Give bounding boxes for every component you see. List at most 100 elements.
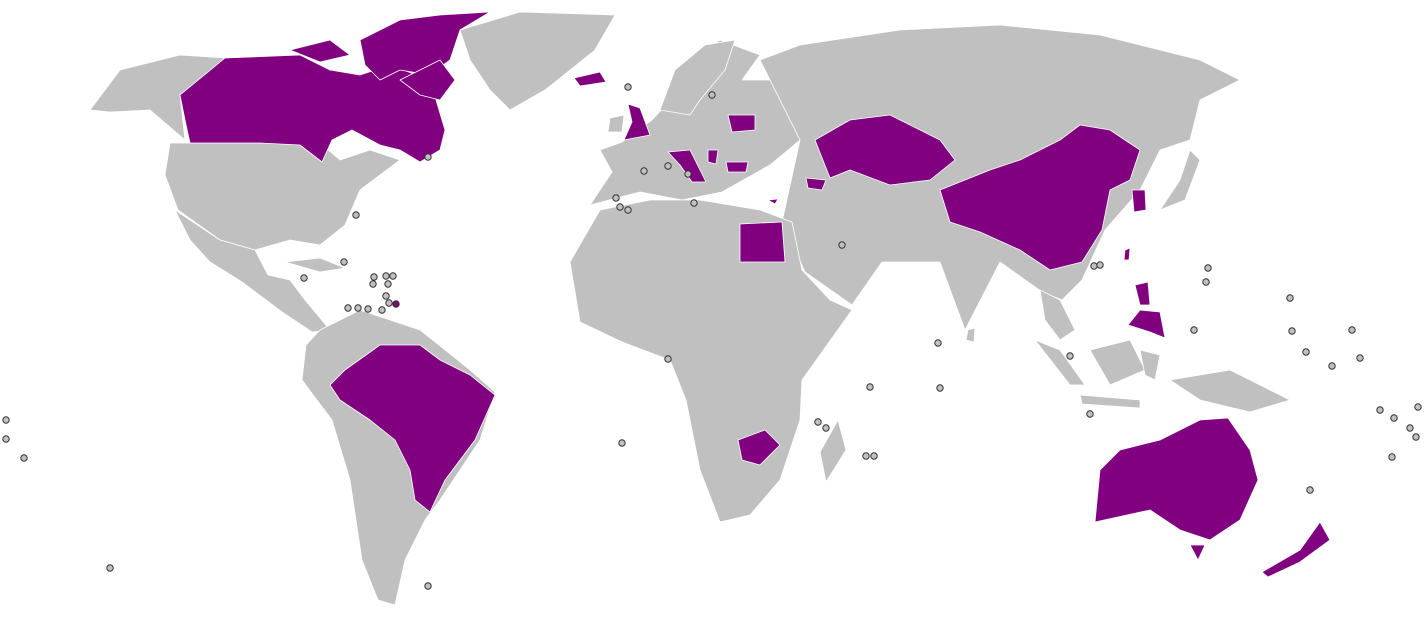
- papua-region: [1169, 369, 1291, 413]
- territory-marker: [814, 418, 822, 426]
- territory-marker: [640, 167, 648, 175]
- borneo-region: [1089, 339, 1146, 386]
- territory-marker: [1096, 261, 1104, 269]
- territory-marker: [822, 424, 830, 432]
- madagascar-region: [819, 419, 847, 483]
- taiwan-region: [1123, 247, 1131, 261]
- territory-marker: [369, 280, 377, 288]
- territory-marker: [1390, 414, 1398, 422]
- kazakhstan-region: [814, 114, 956, 186]
- iceland-region: [573, 71, 607, 87]
- southeast-asia-region: [1039, 289, 1076, 341]
- territory-marker: [1412, 433, 1420, 441]
- territory-marker: [364, 305, 372, 313]
- territory-marker: [1190, 326, 1198, 334]
- territory-marker: [1388, 453, 1396, 461]
- territory-marker: [300, 274, 308, 282]
- united-states-region: [164, 142, 401, 251]
- territory-marker: [862, 452, 870, 460]
- africa-region: [569, 199, 853, 523]
- serbia-region: [707, 149, 719, 165]
- territory-marker: [382, 272, 390, 280]
- bulgaria-region: [725, 161, 749, 173]
- brazil-region: [329, 344, 496, 513]
- territory-marker: [378, 306, 386, 314]
- italy-region: [667, 149, 707, 183]
- territory-marker: [1066, 352, 1074, 360]
- territory-marker: [684, 170, 692, 178]
- territory-marker: [934, 339, 942, 347]
- territory-marker: [2, 416, 10, 424]
- territory-marker: [1328, 362, 1336, 370]
- java-region: [1079, 394, 1141, 409]
- zimbabwe-region: [737, 429, 781, 466]
- territory-marker: [690, 199, 698, 207]
- territory-marker: [2, 435, 10, 443]
- territory-marker: [1406, 424, 1414, 432]
- korea-region: [1131, 189, 1147, 213]
- egypt-region: [739, 221, 786, 263]
- japan-region: [1159, 149, 1201, 211]
- territory-marker: [1204, 264, 1212, 272]
- territory-marker: [1306, 486, 1314, 494]
- china-region: [939, 124, 1141, 271]
- caucasus-region: [805, 177, 827, 191]
- caribbean-region: [284, 257, 346, 273]
- territory-marker: [1286, 294, 1294, 302]
- territory-marker: [612, 194, 620, 202]
- territory-marker: [870, 452, 878, 460]
- sulawesi-region: [1139, 349, 1161, 381]
- territory-marker: [866, 383, 874, 391]
- territory-marker: [1302, 348, 1310, 356]
- territory-marker: [385, 299, 393, 307]
- australia-region: [1094, 417, 1259, 541]
- territory-marker: [20, 454, 28, 462]
- territory-marker: [1086, 410, 1094, 418]
- territory-marker: [1356, 354, 1364, 362]
- territory-marker: [424, 582, 432, 590]
- new-zealand-region: [1261, 521, 1331, 578]
- territory-marker: [340, 258, 348, 266]
- territory-marker: [1376, 406, 1384, 414]
- greenland-region: [459, 11, 616, 111]
- territory-marker: [664, 355, 672, 363]
- territory-marker: [352, 211, 360, 219]
- territory-marker: [618, 439, 626, 447]
- united-kingdom-region: [623, 103, 651, 141]
- territory-marker: [664, 162, 672, 170]
- territory-marker: [1348, 326, 1356, 334]
- highlighted-regions: [179, 11, 1331, 578]
- tasmania-region: [1189, 544, 1206, 561]
- canada-arctic-islands-region: [289, 39, 351, 63]
- territory-marker: [106, 564, 114, 572]
- territory-marker: [1414, 403, 1422, 411]
- territory-marker: [389, 272, 397, 280]
- canada-arctic-islands-region: [359, 11, 491, 81]
- territory-marker: [382, 292, 390, 300]
- philippines-region: [1134, 281, 1151, 306]
- highlighted-territory-marker: [392, 300, 400, 308]
- territory-marker: [1202, 278, 1210, 286]
- territory-marker: [384, 280, 392, 288]
- territory-marker: [838, 241, 846, 249]
- territory-marker: [370, 273, 378, 281]
- sumatra-region: [1034, 339, 1086, 386]
- territory-marker: [708, 91, 716, 99]
- territory-marker: [1288, 327, 1296, 335]
- territory-marker: [624, 206, 632, 214]
- scandinavia-region: [659, 39, 736, 116]
- territory-marker: [936, 384, 944, 392]
- territory-marker: [624, 83, 632, 91]
- territory-marker: [1090, 262, 1098, 270]
- territory-marker: [344, 304, 352, 312]
- sri-lanka-region: [965, 327, 976, 343]
- canada-region: [179, 54, 446, 163]
- philippines-south-region: [1127, 309, 1166, 339]
- romania-region: [727, 114, 756, 133]
- territory-marker: [354, 304, 362, 312]
- small-territory-markers: [2, 83, 1422, 590]
- canada-baffin-region: [399, 59, 456, 101]
- territory-marker: [424, 153, 432, 161]
- ireland-region: [607, 114, 625, 133]
